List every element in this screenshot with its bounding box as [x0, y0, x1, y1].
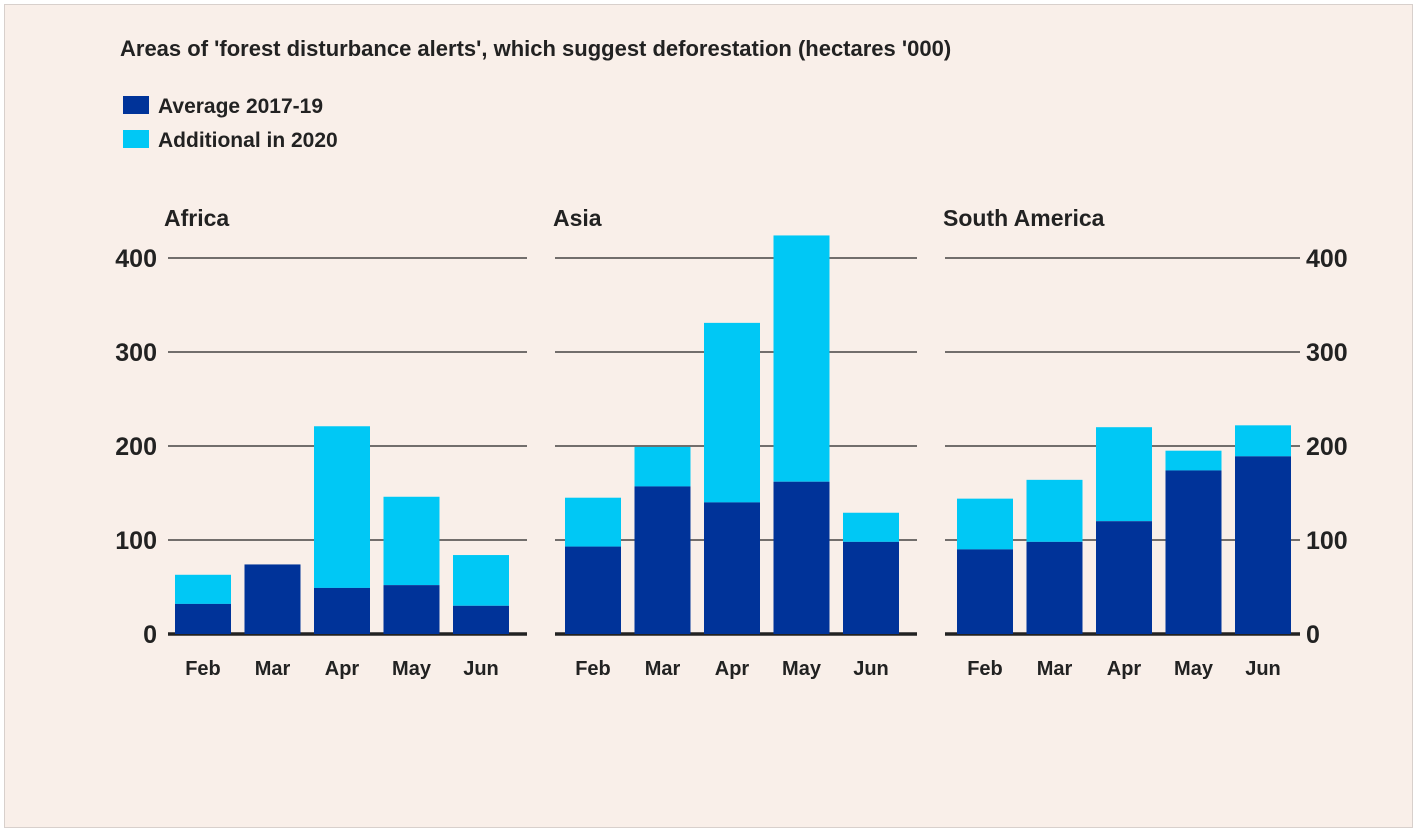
- x-tick-label: Mar: [255, 658, 291, 680]
- x-tick-label: Apr: [1107, 658, 1142, 680]
- bar-additional-jun: [453, 555, 509, 606]
- y-tick-label-left: 0: [143, 621, 157, 649]
- chart-title: Areas of 'forest disturbance alerts', wh…: [120, 36, 951, 61]
- x-tick-label: Mar: [645, 658, 681, 680]
- bar-additional-feb: [565, 497, 621, 547]
- bar-additional-apr: [704, 322, 760, 503]
- x-tick-label: May: [1174, 658, 1214, 680]
- bar-average-apr: [314, 587, 370, 634]
- x-tick-label: May: [782, 658, 822, 680]
- bar-additional-mar: [1026, 479, 1083, 542]
- bar-average-jun: [843, 541, 899, 634]
- bar-additional-may: [383, 496, 440, 586]
- bar-additional-jun: [1235, 425, 1291, 457]
- bar-average-mar: [1026, 541, 1083, 634]
- x-tick-label: Feb: [575, 658, 611, 680]
- bar-average-may: [383, 585, 440, 634]
- y-tick-label-right: 100: [1306, 527, 1348, 555]
- y-tick-label-left: 400: [115, 245, 157, 273]
- x-tick-label: Feb: [967, 658, 1003, 680]
- bar-average-may: [773, 481, 830, 634]
- bar-additional-apr: [314, 426, 370, 588]
- bar-additional-feb: [957, 498, 1013, 550]
- legend-label-average: Average 2017-19: [158, 95, 323, 118]
- bar-additional-feb: [175, 574, 231, 604]
- panel-title: Asia: [553, 205, 602, 231]
- bar-average-feb: [565, 546, 621, 634]
- bar-additional-may: [773, 235, 830, 482]
- bar-average-feb: [957, 549, 1013, 634]
- legend-swatch-average: [123, 96, 149, 114]
- bar-additional-may: [1165, 450, 1222, 471]
- x-tick-label: Jun: [463, 658, 499, 680]
- x-tick-label: Feb: [185, 658, 221, 680]
- x-tick-label: May: [392, 658, 432, 680]
- bar-additional-mar: [634, 446, 691, 487]
- y-tick-label-left: 100: [115, 527, 157, 555]
- bar-average-mar: [244, 564, 301, 634]
- bar-additional-apr: [1096, 427, 1152, 522]
- x-tick-label: Jun: [853, 658, 889, 680]
- bar-additional-jun: [843, 512, 899, 542]
- panel-title: South America: [943, 205, 1105, 231]
- bar-average-feb: [175, 603, 231, 634]
- bar-average-may: [1165, 470, 1222, 634]
- panel-title: Africa: [164, 205, 229, 231]
- y-tick-label-right: 200: [1306, 433, 1348, 461]
- bar-average-jun: [1235, 456, 1291, 634]
- x-tick-label: Jun: [1245, 658, 1281, 680]
- x-tick-label: Apr: [715, 658, 750, 680]
- bar-average-mar: [634, 486, 691, 634]
- legend-label-additional: Additional in 2020: [158, 129, 338, 152]
- y-tick-label-left: 300: [115, 339, 157, 367]
- y-tick-label-right: 300: [1306, 339, 1348, 367]
- y-tick-label-right: 0: [1306, 621, 1320, 649]
- legend-swatch-additional: [123, 130, 149, 148]
- y-tick-label-left: 200: [115, 433, 157, 461]
- bar-average-apr: [704, 502, 760, 634]
- bar-average-apr: [1096, 521, 1152, 634]
- x-tick-label: Apr: [325, 658, 360, 680]
- x-tick-label: Mar: [1037, 658, 1073, 680]
- y-tick-label-right: 400: [1306, 245, 1348, 273]
- bar-average-jun: [453, 605, 509, 634]
